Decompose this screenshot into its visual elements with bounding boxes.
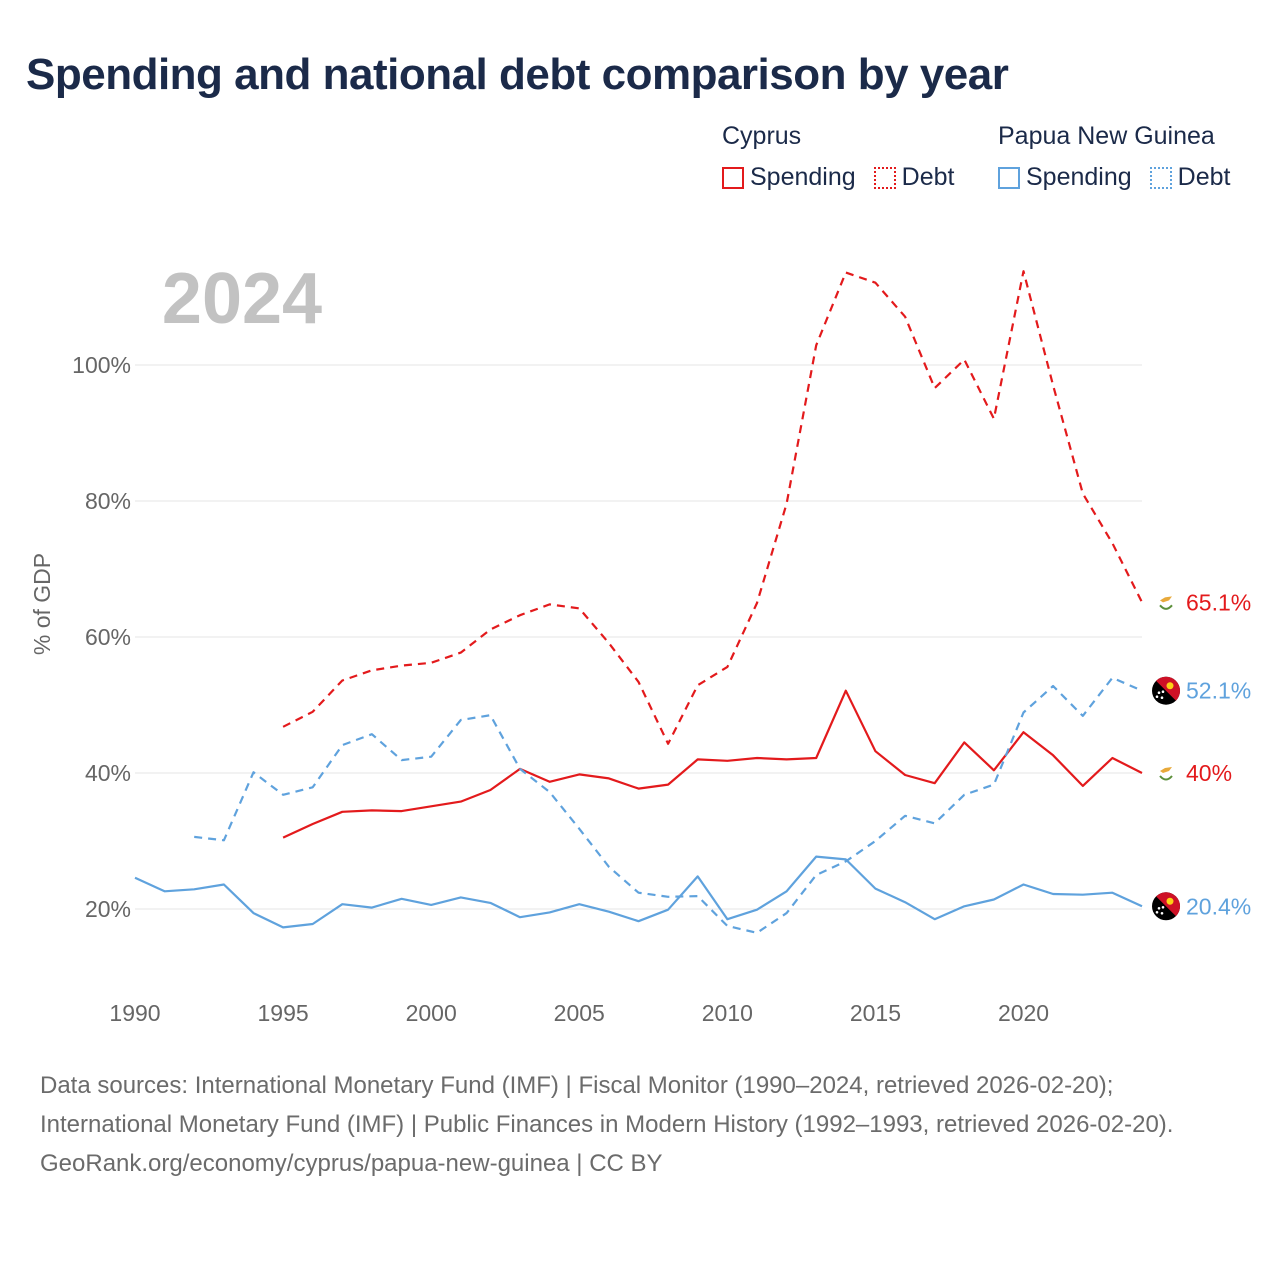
credit-link[interactable]: GeoRank.org/economy/cyprus/papua-new-gui…: [40, 1150, 663, 1177]
series-line-papua-new-guinea-debt[interactable]: [194, 676, 1143, 934]
bird-of-paradise-icon: [1166, 897, 1174, 905]
southern-cross-star-icon: [1155, 695, 1159, 699]
legend-label: Spending: [1026, 163, 1132, 191]
legend-label: Debt: [901, 163, 955, 191]
legend-item-png-debt[interactable]: Debt: [1149, 163, 1231, 192]
series-line-cyprus-debt[interactable]: [282, 270, 1143, 745]
end-value-label: 40%: [1186, 760, 1232, 786]
series-line-papua-new-guinea-spending[interactable]: [134, 855, 1143, 929]
y-tick-label: 100%: [72, 352, 131, 378]
olive-branch-icon: [1159, 604, 1173, 610]
cyprus-map-icon: [1160, 596, 1172, 603]
y-axis-ticks: 20% 40% 60% 80% 100%: [72, 352, 131, 922]
series-line-cyprus-spending[interactable]: [282, 689, 1143, 839]
y-axis-title: % of GDP: [29, 553, 55, 655]
x-tick-label: 2015: [850, 1000, 901, 1026]
end-markers: 65.1% 40% 52.1% 20.4%: [1152, 589, 1251, 921]
legend-group-papua-new-guinea: Papua New Guinea Spending Debt: [998, 122, 1230, 192]
southern-cross-star-icon: [1157, 906, 1161, 910]
footer: Data sources: International Monetary Fun…: [40, 1066, 1240, 1183]
chart-title: Spending and national debt comparison by…: [26, 50, 1009, 99]
southern-cross-star-icon: [1160, 911, 1164, 915]
legend-label: Spending: [750, 163, 856, 191]
legend-item-cyprus-spending[interactable]: Spending: [722, 163, 856, 192]
southern-cross-star-icon: [1155, 910, 1159, 914]
legend-country-cyprus: Cyprus: [722, 122, 802, 150]
legend-group-cyprus: Cyprus Spending Debt: [722, 122, 954, 192]
current-year-label: 2024: [162, 259, 322, 339]
southern-cross-star-icon: [1157, 691, 1161, 695]
end-value-label: 20.4%: [1186, 893, 1251, 919]
bird-of-paradise-icon: [1166, 682, 1174, 690]
gridlines: [135, 364, 1142, 910]
legend-swatch-dotted-icon: [873, 166, 896, 189]
southern-cross-star-icon: [1161, 690, 1165, 694]
y-tick-label: 20%: [85, 896, 131, 922]
x-tick-label: 2010: [702, 1000, 753, 1026]
y-tick-label: 40%: [85, 760, 131, 786]
legend-swatch-dotted-icon: [1149, 166, 1172, 189]
x-tick-label: 1995: [258, 1000, 309, 1026]
legend-swatch-solid-icon: [998, 166, 1020, 189]
png-flag-red-half-icon: [1156, 676, 1180, 701]
southern-cross-star-icon: [1161, 905, 1165, 909]
legend-item-png-spending[interactable]: Spending: [998, 163, 1132, 192]
x-tick-label: 2020: [998, 1000, 1049, 1026]
y-tick-label: 80%: [85, 488, 131, 514]
southern-cross-star-icon: [1160, 696, 1164, 700]
legend-item-cyprus-debt[interactable]: Debt: [873, 163, 955, 192]
y-tick-label: 60%: [85, 624, 131, 650]
legend-country-papua-new-guinea: Papua New Guinea: [998, 122, 1215, 150]
olive-branch-icon: [1159, 775, 1173, 781]
x-tick-label: 2005: [554, 1000, 605, 1026]
x-tick-label: 2000: [406, 1000, 457, 1026]
x-tick-label: 1990: [109, 1000, 160, 1026]
png-flag-red-half-icon: [1156, 892, 1181, 917]
x-axis-ticks: 1990 1995 2000 2005 2010 2015 2020: [109, 1000, 1049, 1026]
series-lines: [134, 270, 1143, 934]
end-value-label: 65.1%: [1186, 589, 1251, 615]
cyprus-map-icon: [1160, 767, 1172, 773]
end-value-label: 52.1%: [1186, 678, 1251, 704]
legend-label: Debt: [1177, 163, 1231, 191]
legend-swatch-solid-icon: [722, 166, 744, 189]
data-sources: Data sources: International Monetary Fun…: [40, 1072, 1174, 1138]
line-chart: 20% 40% 60% 80% 100% 1990 1995 2000 2005 2010 201…: [29, 259, 1251, 1026]
